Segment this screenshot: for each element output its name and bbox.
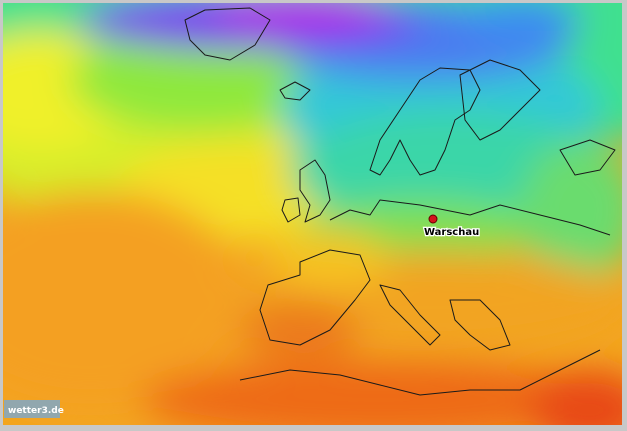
watermark-box (4, 400, 60, 418)
city-marker (428, 214, 438, 224)
watermark: wetter3.de (8, 406, 64, 416)
coastlines (184, 7, 616, 396)
city-label: Warschau (424, 227, 479, 238)
